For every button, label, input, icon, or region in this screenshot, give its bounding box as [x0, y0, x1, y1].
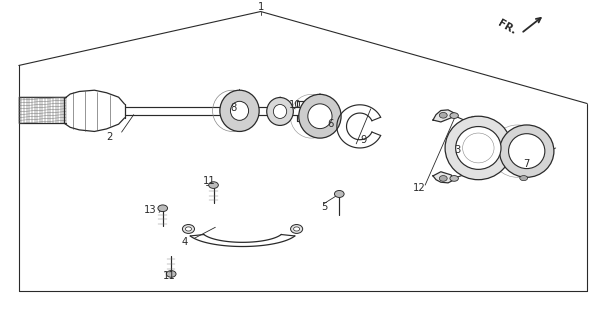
- Ellipse shape: [158, 205, 168, 212]
- Text: 12: 12: [413, 183, 425, 193]
- Ellipse shape: [499, 125, 554, 177]
- Ellipse shape: [450, 113, 458, 118]
- Ellipse shape: [508, 134, 545, 169]
- Ellipse shape: [185, 227, 191, 231]
- Text: 11: 11: [203, 176, 216, 186]
- Text: 11: 11: [162, 271, 175, 282]
- Ellipse shape: [439, 112, 447, 118]
- Polygon shape: [433, 110, 454, 122]
- Ellipse shape: [267, 98, 293, 125]
- Text: 9: 9: [361, 135, 367, 145]
- Text: 8: 8: [230, 103, 236, 113]
- Ellipse shape: [167, 271, 176, 277]
- Ellipse shape: [208, 182, 218, 188]
- Text: 5: 5: [321, 202, 327, 212]
- Ellipse shape: [520, 176, 528, 181]
- Text: 6: 6: [327, 119, 333, 129]
- Ellipse shape: [273, 105, 287, 118]
- Ellipse shape: [293, 227, 299, 231]
- Text: 4: 4: [182, 236, 188, 247]
- Ellipse shape: [290, 225, 302, 233]
- Text: 3: 3: [454, 145, 461, 155]
- Polygon shape: [433, 172, 454, 183]
- Ellipse shape: [230, 101, 248, 120]
- Text: FR.: FR.: [496, 18, 518, 36]
- Ellipse shape: [439, 176, 447, 181]
- Ellipse shape: [445, 116, 511, 180]
- Text: 2: 2: [106, 132, 113, 142]
- Ellipse shape: [182, 225, 195, 233]
- Ellipse shape: [299, 94, 341, 138]
- Ellipse shape: [456, 126, 501, 169]
- Ellipse shape: [220, 90, 259, 132]
- Text: 13: 13: [144, 205, 156, 215]
- Text: 7: 7: [524, 159, 530, 169]
- Text: 1: 1: [258, 2, 264, 12]
- Ellipse shape: [450, 176, 458, 181]
- Text: 10: 10: [289, 100, 301, 110]
- Ellipse shape: [335, 190, 344, 197]
- Ellipse shape: [308, 104, 332, 129]
